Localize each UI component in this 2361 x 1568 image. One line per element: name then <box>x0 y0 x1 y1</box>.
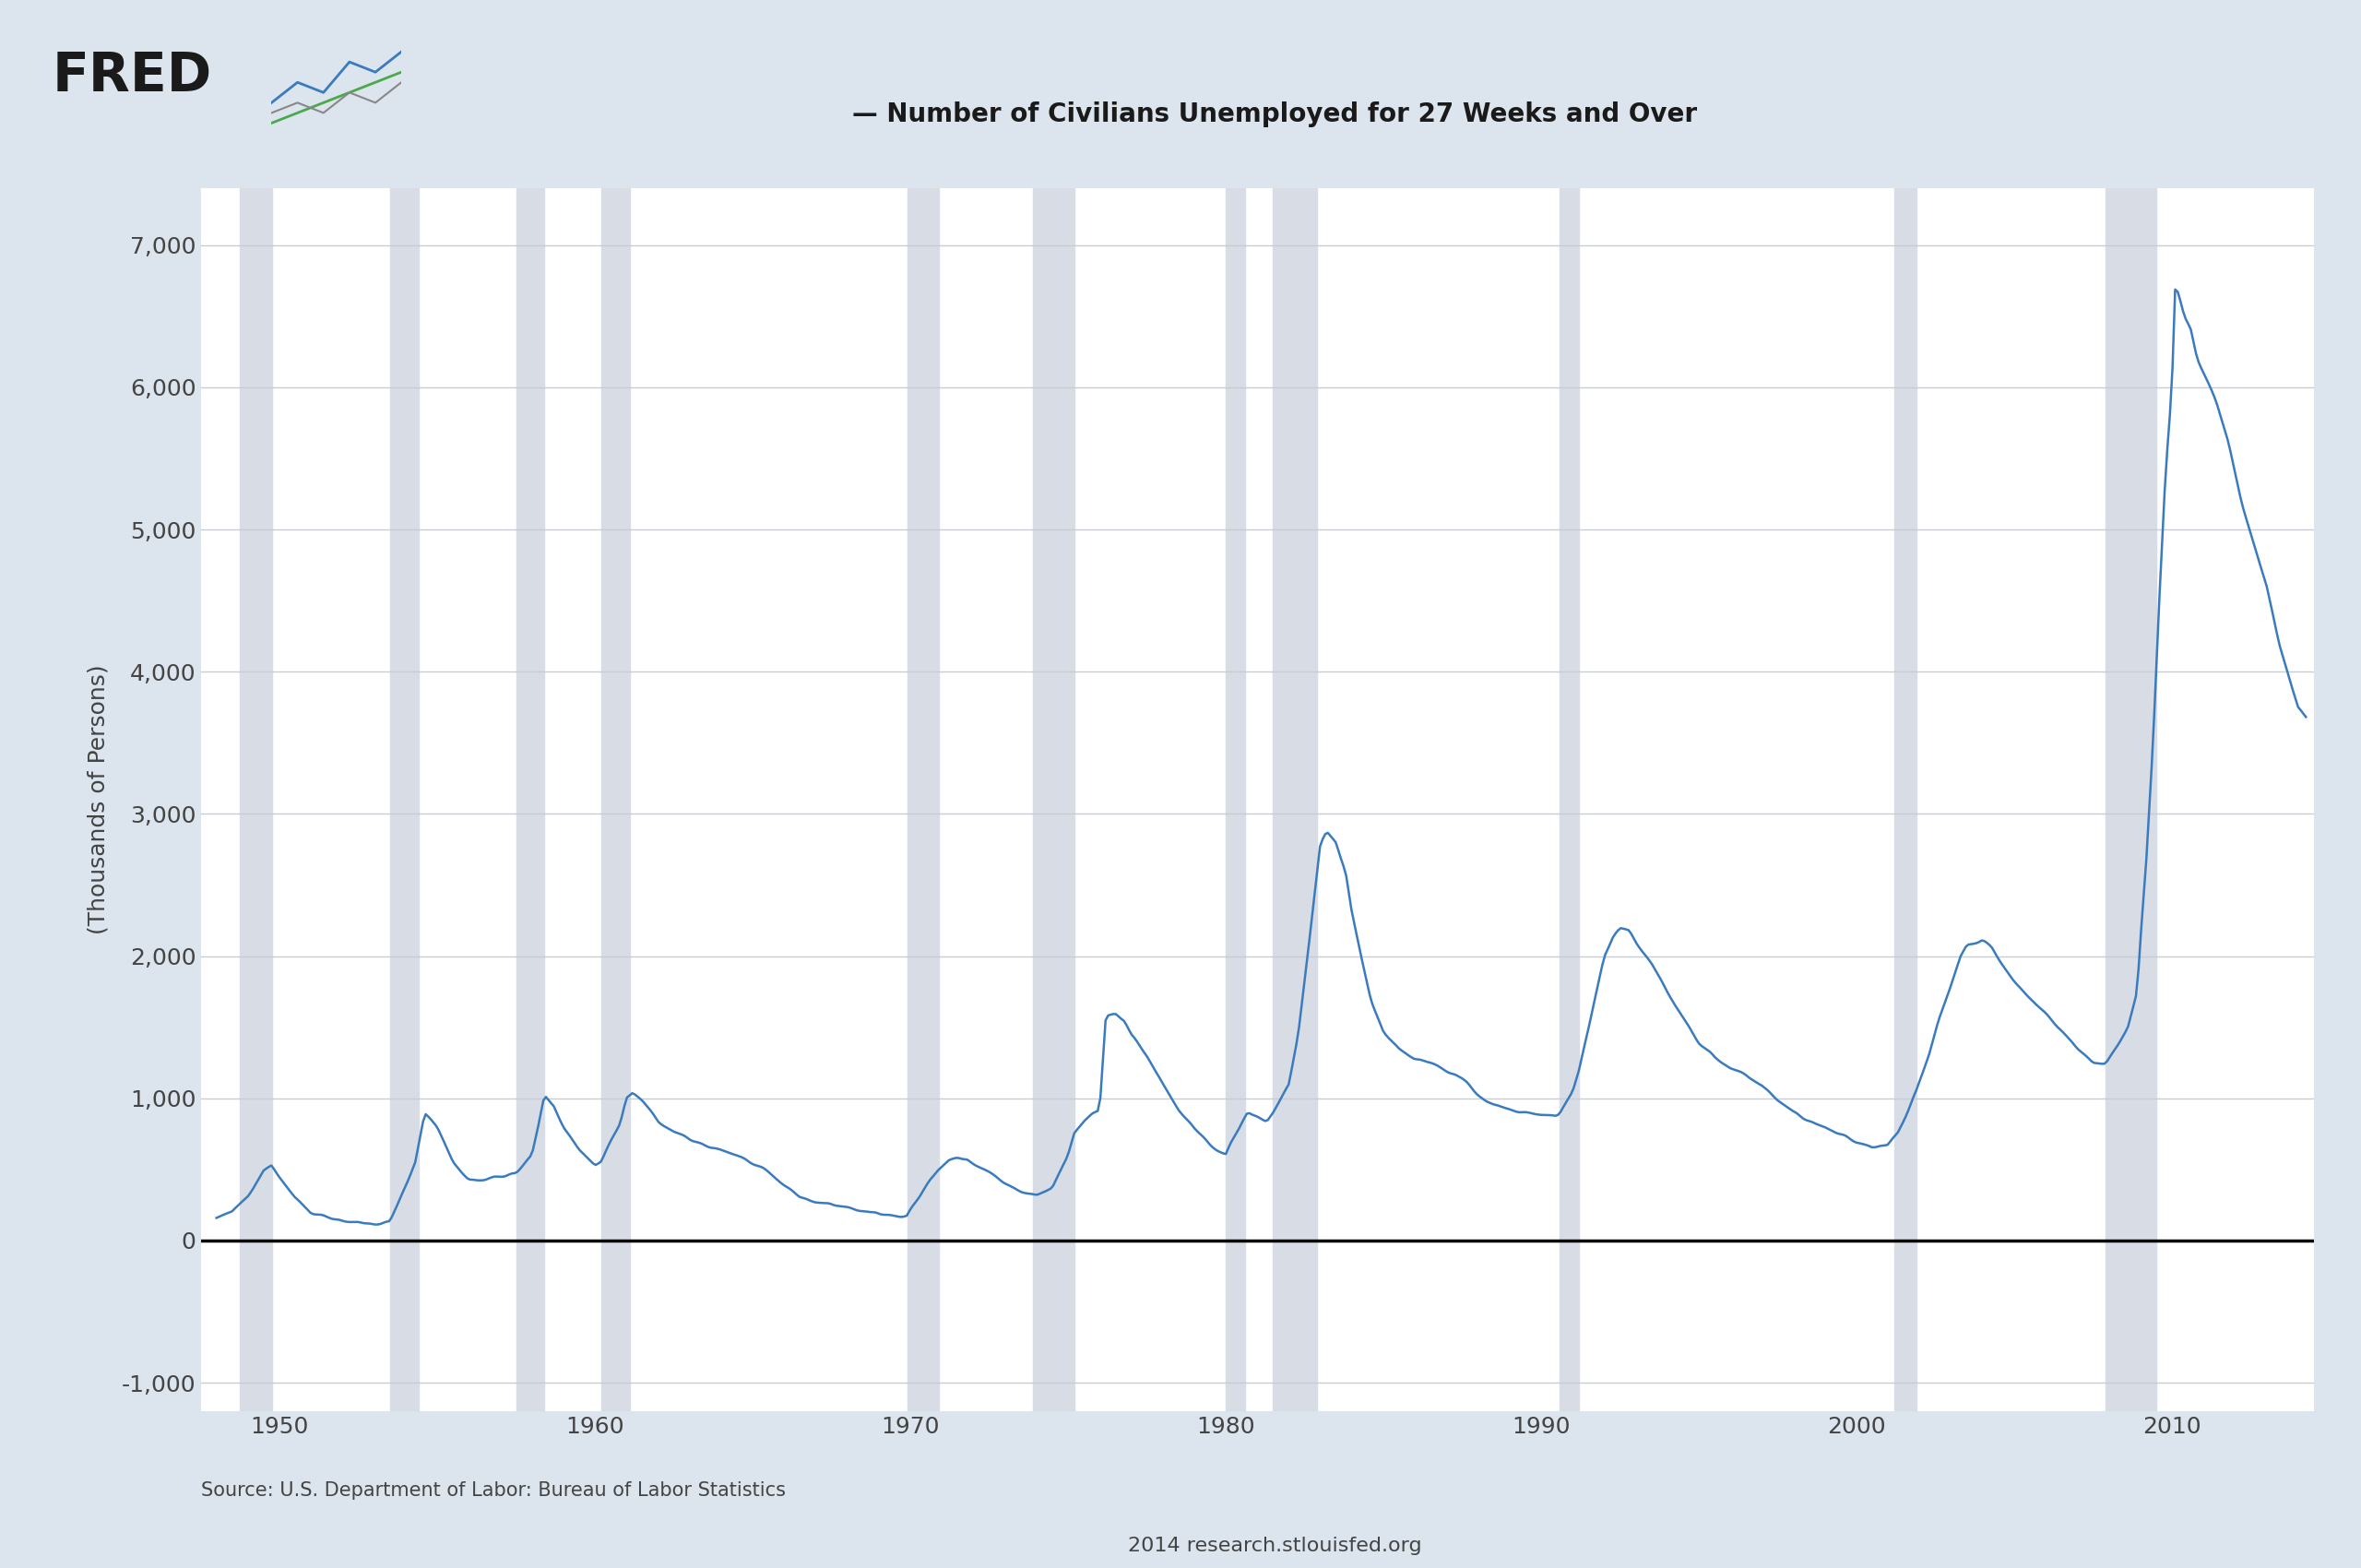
Bar <box>907 188 940 1411</box>
Bar <box>390 188 418 1411</box>
Bar <box>1225 188 1244 1411</box>
Bar <box>241 188 272 1411</box>
Text: Source: U.S. Department of Labor: Bureau of Labor Statistics: Source: U.S. Department of Labor: Bureau… <box>201 1482 786 1501</box>
Bar <box>1894 188 1917 1411</box>
Bar <box>1273 188 1317 1411</box>
Bar <box>1034 188 1074 1411</box>
Y-axis label: (Thousands of Persons): (Thousands of Persons) <box>87 665 109 935</box>
Text: — Number of Civilians Unemployed for 27 Weeks and Over: — Number of Civilians Unemployed for 27 … <box>852 102 1698 127</box>
Bar <box>602 188 630 1411</box>
Bar <box>2106 188 2156 1411</box>
Text: 2014 research.stlouisfed.org: 2014 research.stlouisfed.org <box>1129 1537 1421 1555</box>
Bar <box>517 188 545 1411</box>
Text: FRED: FRED <box>52 50 212 103</box>
Bar <box>1561 188 1580 1411</box>
